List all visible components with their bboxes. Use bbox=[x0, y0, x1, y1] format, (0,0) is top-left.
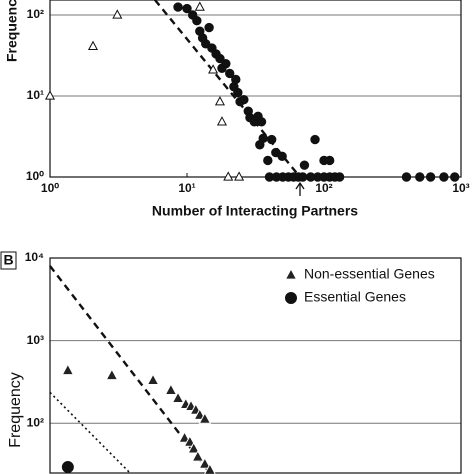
y-axis-title: Frequency bbox=[7, 372, 24, 448]
circle-point bbox=[192, 15, 202, 26]
y-tick-label: 10⁰ bbox=[26, 169, 44, 183]
circle-point bbox=[233, 87, 243, 98]
circle-point bbox=[298, 172, 308, 182]
circle-point bbox=[310, 134, 320, 145]
triangle-point bbox=[171, 391, 185, 404]
y-axis-title: Frequency bbox=[4, 0, 20, 62]
circle-point bbox=[173, 2, 183, 12]
triangle-point bbox=[187, 441, 201, 454]
x-axis-title: Number of Interacting Partners bbox=[152, 203, 358, 219]
circle-point bbox=[425, 172, 436, 182]
fit-line bbox=[154, 0, 301, 178]
circle-point bbox=[263, 155, 273, 166]
circle-point bbox=[324, 155, 335, 166]
circle-point bbox=[277, 151, 287, 162]
triangle-point bbox=[146, 373, 160, 386]
plot-frame bbox=[49, 0, 462, 178]
circle-point bbox=[204, 22, 214, 33]
circle-point bbox=[61, 461, 74, 474]
triangle-point bbox=[198, 457, 212, 469]
circle-point bbox=[256, 117, 267, 127]
fit-line bbox=[49, 391, 131, 474]
triangle-point bbox=[164, 383, 178, 395]
plot-frame bbox=[49, 257, 462, 474]
triangle-point bbox=[198, 412, 212, 424]
triangle-point bbox=[194, 1, 205, 11]
circle-point bbox=[415, 172, 425, 182]
triangle-point bbox=[191, 449, 205, 462]
x-tick-label: 10¹ bbox=[178, 181, 195, 195]
circle-point bbox=[221, 59, 231, 69]
circle-point bbox=[450, 172, 460, 182]
circle-point bbox=[266, 134, 277, 145]
legend-marker bbox=[284, 267, 298, 280]
legend-label: Essential Genes bbox=[304, 289, 406, 305]
triangle-point bbox=[234, 171, 245, 181]
circle-point bbox=[239, 94, 249, 105]
x-tick-label: 10⁰ bbox=[41, 181, 59, 195]
panel-label: B bbox=[3, 252, 13, 268]
y-tick-label: 10² bbox=[27, 7, 44, 21]
y-tick-label: 10¹ bbox=[27, 88, 44, 102]
circle-point bbox=[225, 68, 235, 79]
triangle-point bbox=[105, 368, 119, 381]
circle-point bbox=[401, 172, 412, 182]
triangle-point bbox=[208, 64, 219, 74]
x-tick-label: 10³ bbox=[452, 181, 469, 195]
y-tick-label: 10⁴ bbox=[25, 250, 44, 264]
circle-point bbox=[439, 172, 449, 182]
x-tick-label: 10² bbox=[315, 181, 332, 195]
circle-point bbox=[231, 74, 241, 85]
circle-point bbox=[215, 53, 225, 64]
circle-point bbox=[255, 140, 265, 150]
triangle-point bbox=[216, 116, 228, 126]
triangle-point bbox=[214, 96, 225, 106]
y-tick-label: 10² bbox=[27, 415, 44, 429]
triangle-point bbox=[61, 363, 75, 376]
circle-point bbox=[299, 160, 310, 170]
circle-point bbox=[182, 3, 192, 14]
y-tick-label: 10³ bbox=[27, 333, 44, 347]
triangle-point bbox=[204, 463, 216, 474]
triangle-point bbox=[44, 90, 56, 100]
circle-point bbox=[334, 172, 345, 182]
arrow bbox=[295, 181, 305, 196]
legend-label: Non-essential Genes bbox=[304, 266, 435, 282]
triangle-point bbox=[87, 40, 99, 50]
legend-marker bbox=[285, 292, 297, 304]
panel-label-box bbox=[0, 251, 17, 270]
triangle-point bbox=[112, 9, 123, 19]
triangle-point bbox=[223, 171, 234, 181]
triangle-point bbox=[178, 431, 191, 443]
